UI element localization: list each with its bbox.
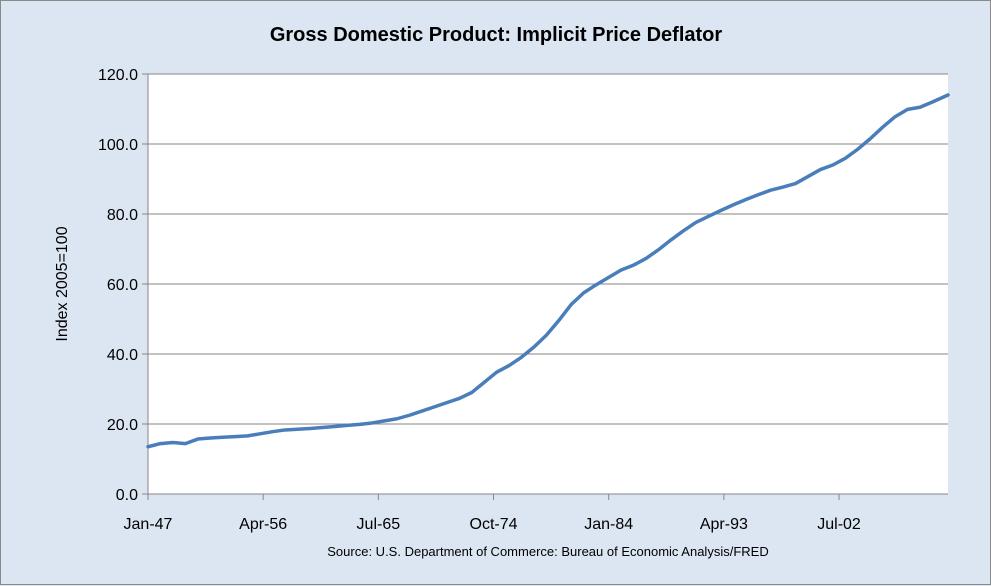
x-tick-label: Jan-47: [124, 516, 173, 533]
x-tick-label: Apr-93: [700, 516, 748, 533]
source-note: Source: U.S. Department of Commerce: Bur…: [327, 544, 768, 559]
x-tick-label: Apr-56: [239, 516, 287, 533]
y-tick-label: 60.0: [107, 277, 138, 294]
y-tick-label: 40.0: [107, 347, 138, 364]
x-tick-label: Jan-84: [584, 516, 633, 533]
chart-title: Gross Domestic Product: Implicit Price D…: [270, 24, 723, 46]
y-axis-ticks: 0.0 20.0 40.0 60.0 80.0 100.0 120.0: [98, 67, 148, 504]
y-tick-label: 0.0: [116, 487, 138, 504]
y-axis-label: Index 2005=100: [54, 226, 71, 341]
y-tick-label: 100.0: [98, 137, 138, 154]
y-tick-label: 120.0: [98, 67, 138, 84]
grid-lines: [148, 73, 948, 425]
x-tick-label: Jul-02: [817, 516, 861, 533]
x-tick-label: Oct-74: [470, 516, 518, 533]
y-tick-label: 80.0: [107, 207, 138, 224]
series-line-gdp-deflator: [146, 93, 950, 449]
y-tick-label: 20.0: [107, 417, 138, 434]
x-axis-ticks: Jan-47 Apr-56 Jul-65 Oct-74 Jan-84 Apr-93 Jul-…: [124, 494, 861, 533]
x-tick-label: Jul-65: [357, 516, 401, 533]
